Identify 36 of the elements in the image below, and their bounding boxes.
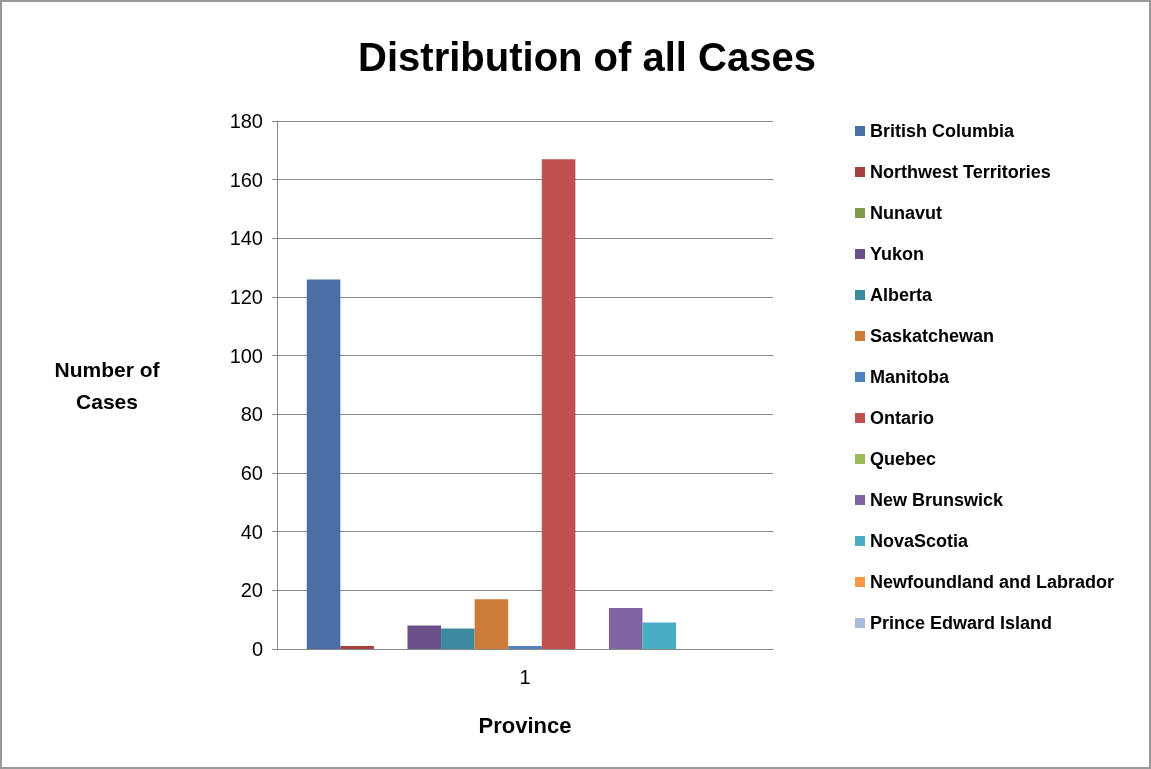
bar bbox=[441, 628, 475, 649]
bar bbox=[306, 279, 341, 649]
y-tick-label: 140 bbox=[229, 227, 263, 250]
legend-label: NovaScotia bbox=[870, 531, 970, 551]
y-tick-label: 40 bbox=[240, 520, 263, 543]
y-tick-label: 160 bbox=[229, 168, 263, 191]
x-axis-title: Province bbox=[478, 712, 572, 738]
y-tick-label: 20 bbox=[240, 579, 263, 602]
bar bbox=[508, 646, 542, 649]
y-tick-label: 180 bbox=[229, 110, 263, 132]
y-tick-label: 120 bbox=[229, 286, 263, 308]
y-tick-label: 100 bbox=[229, 344, 263, 367]
y-tick-label: 80 bbox=[240, 403, 263, 426]
legend-label: Northwest Territories bbox=[870, 162, 1051, 182]
legend-label: Prince Edward Island bbox=[870, 613, 1053, 633]
bar bbox=[541, 159, 576, 649]
legend-label: Newfoundland and Labrador bbox=[870, 572, 1115, 592]
legend-label: Alberta bbox=[870, 285, 933, 305]
bar bbox=[474, 599, 509, 649]
y-tick-label: 60 bbox=[240, 462, 263, 484]
legend-label: Manitoba bbox=[870, 367, 950, 387]
chart-title: Distribution of all Cases bbox=[358, 35, 816, 79]
legend-label: Quebec bbox=[870, 449, 937, 469]
legend-label: British Columbia bbox=[870, 121, 1015, 141]
legend-label: Saskatchewan bbox=[870, 326, 995, 346]
legend-label: Nunavut bbox=[870, 203, 942, 223]
legend-label: Yukon bbox=[870, 244, 925, 264]
y-tick-label: 0 bbox=[251, 638, 263, 660]
bar bbox=[340, 646, 374, 649]
legend-label: New Brunswick bbox=[870, 490, 1005, 510]
x-tick-label: 1 bbox=[519, 666, 531, 688]
bar bbox=[407, 625, 442, 649]
legend-label: Ontario bbox=[870, 408, 935, 428]
bar bbox=[608, 607, 643, 649]
y-axis-title: Number of Cases bbox=[54, 357, 161, 413]
bar bbox=[642, 622, 677, 649]
